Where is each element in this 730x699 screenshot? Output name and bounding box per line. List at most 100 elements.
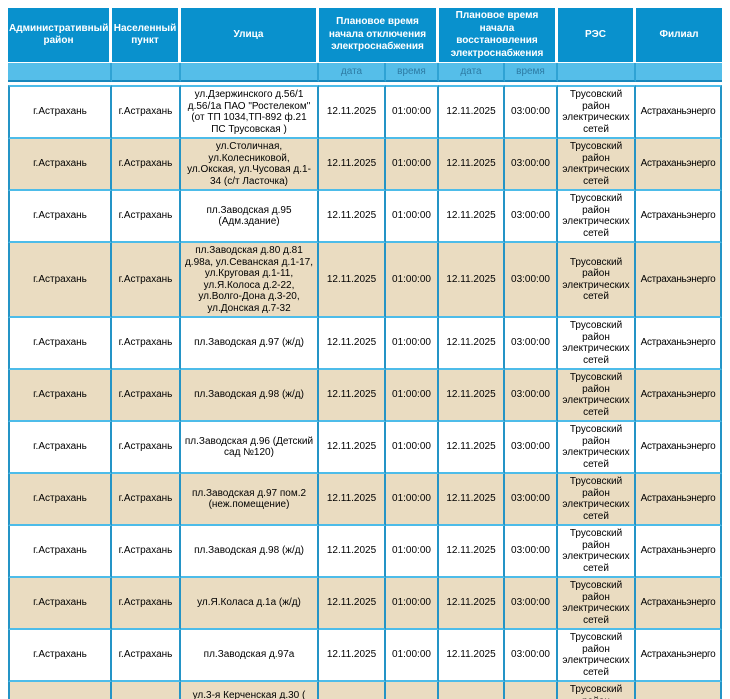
cell-district: г.Астрахань xyxy=(8,139,112,191)
cell-res: Трусовский район электрических сетей xyxy=(558,630,636,682)
cell-district: г.Астрахань xyxy=(8,422,112,474)
cell-outage-date: 12.11.2025 xyxy=(319,85,386,139)
cell-district: г.Астрахань xyxy=(8,370,112,422)
cell-restore-time: 03:00:00 xyxy=(505,370,558,422)
cell-street: пл.Заводская д.97а xyxy=(181,630,319,682)
col-header-district: Административный район xyxy=(8,8,112,63)
table-row: г.Астрахань г.Астрахань пл.Заводская д.9… xyxy=(8,526,722,578)
cell-district: г.Астрахань xyxy=(8,526,112,578)
subheader-row: дата время дата время xyxy=(8,63,722,82)
cell-branch: Астраханьэнерго xyxy=(636,243,722,318)
cell-settlement: г.Астрахань xyxy=(112,370,181,422)
table-row: г.Астрахань г.Астрахань пл.Заводская д.9… xyxy=(8,474,722,526)
cell-branch: Астраханьэнерго xyxy=(636,474,722,526)
cell-street: пл.Заводская д.80 д.81 д.98а, ул.Севанск… xyxy=(181,243,319,318)
table-row: г.Астрахань г.Астрахань ул.Столичная, ул… xyxy=(8,139,722,191)
cell-restore-date: 12.11.2025 xyxy=(439,682,505,699)
cell-outage-date: 12.11.2025 xyxy=(319,370,386,422)
table-row: г.Астрахань г.Астрахань пл.Заводская д.9… xyxy=(8,630,722,682)
cell-street: пл.Заводская д.98 (ж/д) xyxy=(181,370,319,422)
cell-res: Трусовский район электрических сетей xyxy=(558,422,636,474)
table-row: г.Астрахань г.Астрахань пл.Заводская д.8… xyxy=(8,243,722,318)
cell-restore-time: 03:00:00 xyxy=(505,191,558,243)
cell-restore-time: 03:00:00 xyxy=(505,139,558,191)
cell-res: Трусовский район электрических сетей xyxy=(558,474,636,526)
cell-branch: Астраханьэнерго xyxy=(636,191,722,243)
cell-outage-time: 01:00:00 xyxy=(386,139,439,191)
cell-outage-time: 01:00:00 xyxy=(386,630,439,682)
cell-res: Трусовский район электрических сетей xyxy=(558,191,636,243)
cell-res: Трусовский район электрических сетей xyxy=(558,318,636,370)
cell-restore-time: 03:00:00 xyxy=(505,474,558,526)
cell-restore-time: 03:00:00 xyxy=(505,318,558,370)
cell-district: г.Астрахань xyxy=(8,578,112,630)
col-header-outage-start: Плановое время начала отключения электро… xyxy=(319,8,439,63)
cell-branch: Астраханьэнерго xyxy=(636,85,722,139)
cell-district: г.Астрахань xyxy=(8,85,112,139)
cell-outage-date: 12.11.2025 xyxy=(319,191,386,243)
subheader-empty xyxy=(558,63,636,82)
cell-outage-time: 01:00:00 xyxy=(386,85,439,139)
cell-street: пл.Заводская д.97 (ж/д) xyxy=(181,318,319,370)
cell-restore-date: 12.11.2025 xyxy=(439,422,505,474)
cell-restore-date: 12.11.2025 xyxy=(439,526,505,578)
cell-branch: Астраханьэнерго xyxy=(636,578,722,630)
cell-outage-date: 12.11.2025 xyxy=(319,318,386,370)
cell-street: пл.Заводская д.95 (Адм.здание) xyxy=(181,191,319,243)
cell-restore-date: 12.11.2025 xyxy=(439,85,505,139)
cell-outage-date: 12.11.2025 xyxy=(319,630,386,682)
table-row: г.Астрахань г.Астрахань пл.Заводская д.9… xyxy=(8,191,722,243)
cell-res: Трусовский район электрических сетей xyxy=(558,370,636,422)
cell-district: г.Астрахань xyxy=(8,243,112,318)
cell-restore-date: 12.11.2025 xyxy=(439,474,505,526)
subheader-empty xyxy=(112,63,181,82)
cell-street: ул.3-я Керченская д.30 ( "Летафет" ТП-89… xyxy=(181,682,319,699)
subheader-off-date: дата xyxy=(319,63,386,82)
cell-outage-date: 12.11.2025 xyxy=(319,682,386,699)
cell-outage-date: 12.11.2025 xyxy=(319,243,386,318)
cell-res: Трусовский район электрических сетей xyxy=(558,526,636,578)
cell-outage-time: 01:00:00 xyxy=(386,474,439,526)
cell-district: г.Астрахань xyxy=(8,318,112,370)
cell-restore-time: 03:00:00 xyxy=(505,578,558,630)
cell-settlement: г.Астрахань xyxy=(112,243,181,318)
col-header-restore-start: Плановое время начала восстановления эле… xyxy=(439,8,558,63)
table-row: г.Астрахань г.Астрахань ул.Я.Коласа д.1а… xyxy=(8,578,722,630)
table-row: г.Астрахань г.Астрахань пл.Заводская д.9… xyxy=(8,422,722,474)
outage-table: Административный район Населенный пункт … xyxy=(8,8,722,699)
cell-restore-date: 12.11.2025 xyxy=(439,370,505,422)
cell-outage-date: 12.11.2025 xyxy=(319,422,386,474)
cell-branch: Астраханьэнерго xyxy=(636,139,722,191)
subheader-empty xyxy=(8,63,112,82)
cell-restore-date: 12.11.2025 xyxy=(439,318,505,370)
col-header-branch: Филиал xyxy=(636,8,722,63)
cell-outage-time: 01:00:00 xyxy=(386,191,439,243)
cell-outage-time: 01:00:00 xyxy=(386,526,439,578)
table-row: г.Астрахань г.Астрахань ул.Дзержинского … xyxy=(8,85,722,139)
cell-outage-time: 01:00:00 xyxy=(386,318,439,370)
cell-res: Трусовский район электрических сетей xyxy=(558,139,636,191)
cell-branch: Астраханьэнерго xyxy=(636,630,722,682)
cell-settlement: г.Астрахань xyxy=(112,682,181,699)
cell-outage-time: 01:00:00 xyxy=(386,578,439,630)
cell-district: г.Астрахань xyxy=(8,191,112,243)
cell-outage-date: 12.11.2025 xyxy=(319,139,386,191)
cell-outage-date: 12.11.2025 xyxy=(319,578,386,630)
cell-district: г.Астрахань xyxy=(8,630,112,682)
cell-branch: Астраханьэнерго xyxy=(636,318,722,370)
cell-branch: Астраханьэнерго xyxy=(636,370,722,422)
cell-settlement: г.Астрахань xyxy=(112,474,181,526)
cell-settlement: г.Астрахань xyxy=(112,85,181,139)
cell-restore-date: 12.11.2025 xyxy=(439,243,505,318)
subheader-on-time: время xyxy=(505,63,558,82)
col-header-settlement: Населенный пункт xyxy=(112,8,181,63)
cell-restore-time: 03:00:00 xyxy=(505,526,558,578)
col-header-res: РЭС xyxy=(558,8,636,63)
cell-street: ул.Столичная, ул.Колесниковой, ул.Окская… xyxy=(181,139,319,191)
cell-res: Трусовский район электрических сетей xyxy=(558,682,636,699)
cell-settlement: г.Астрахань xyxy=(112,139,181,191)
cell-street: пл.Заводская д.98 (ж/д) xyxy=(181,526,319,578)
cell-outage-date: 12.11.2025 xyxy=(319,474,386,526)
cell-street: пл.Заводская д.96 (Детский сад №120) xyxy=(181,422,319,474)
